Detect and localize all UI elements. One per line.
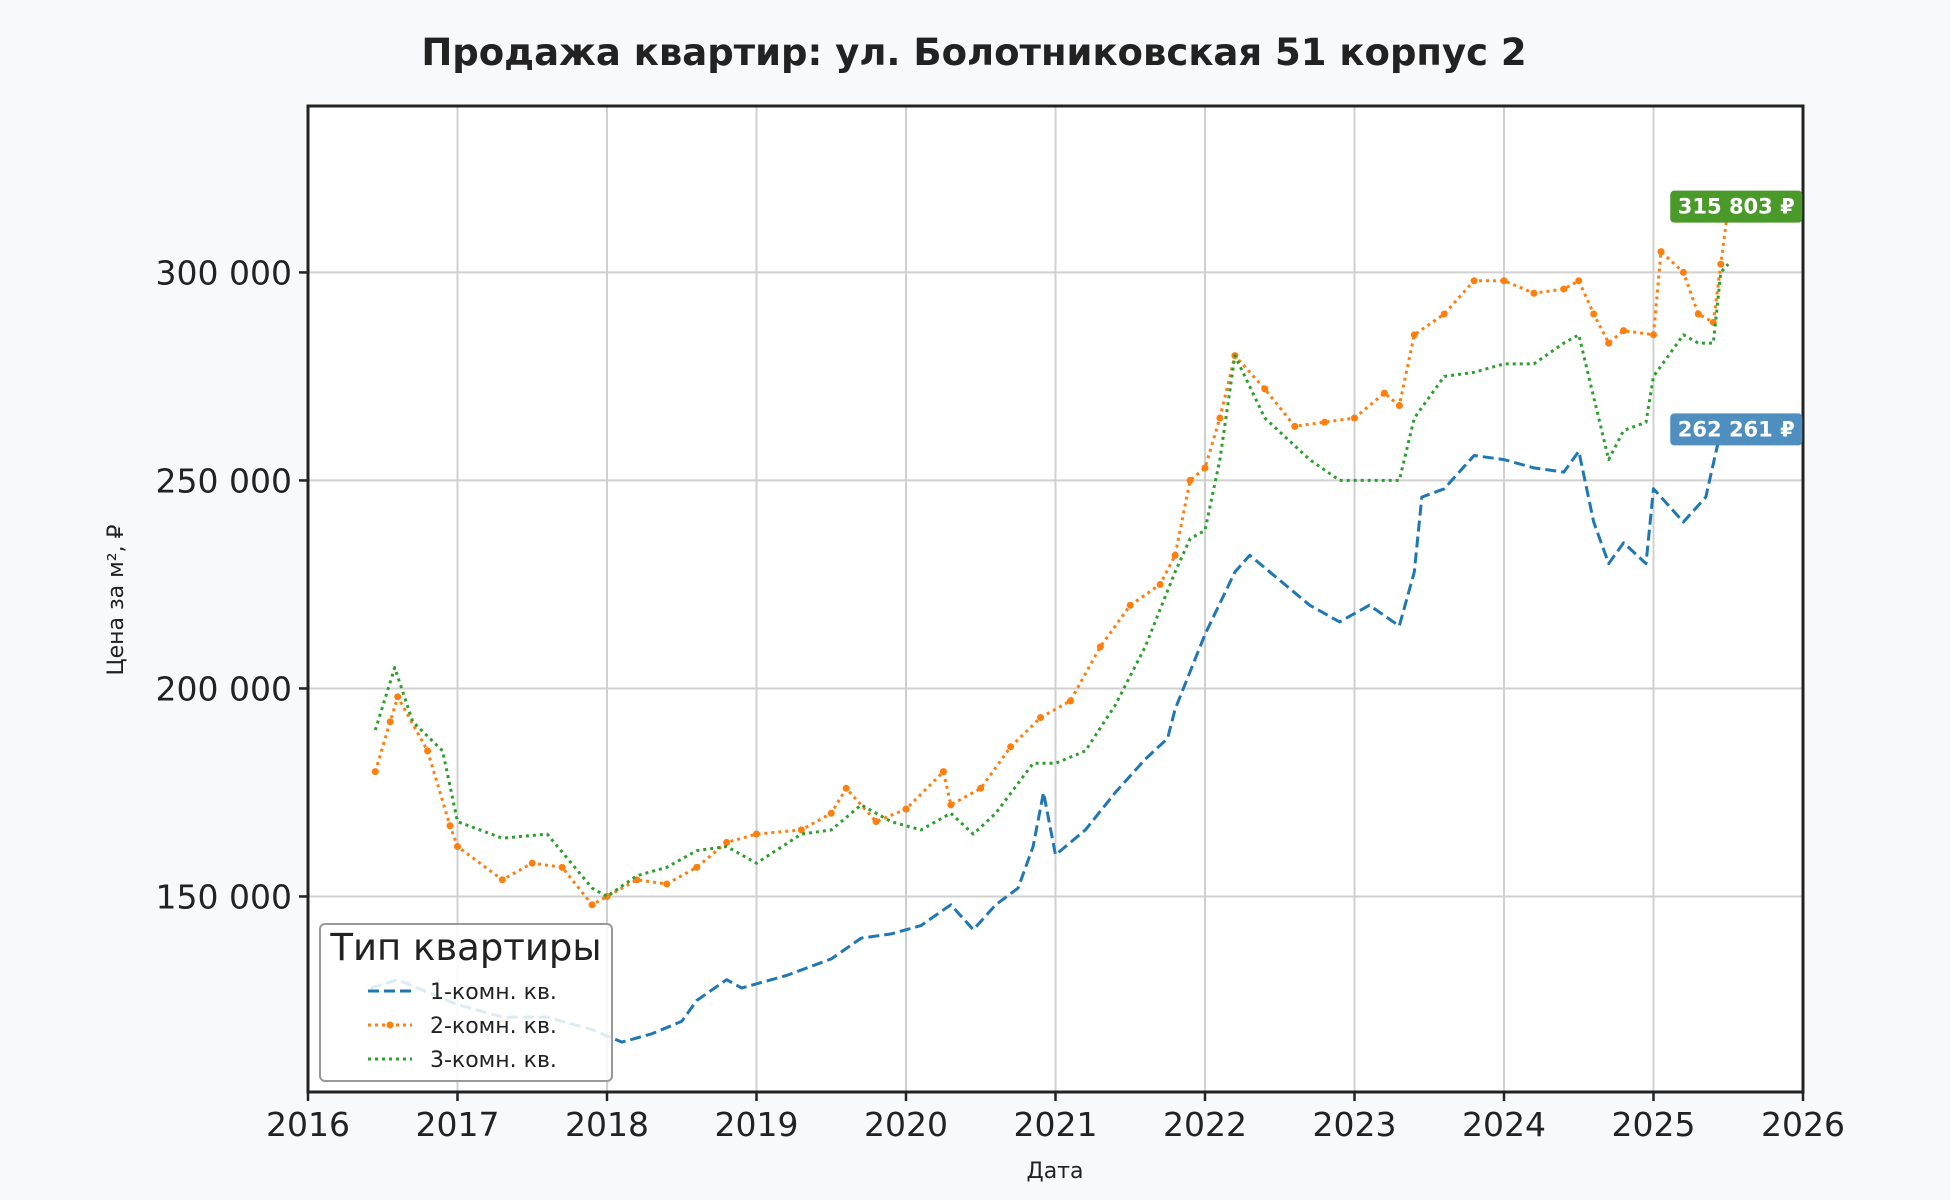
data-point-2-комн-кв — [1717, 260, 1725, 268]
legend-label: 3-комн. кв. — [430, 1048, 557, 1073]
series-line-3-комн-кв — [373, 263, 1730, 898]
data-point-2-комн-кв — [902, 805, 910, 813]
data-point-2-комн-кв — [1380, 389, 1388, 397]
data-point-2-комн-кв — [1470, 277, 1478, 285]
x-tick-label: 2021 — [1014, 1105, 1098, 1144]
data-point-2-комн-кв — [1321, 418, 1329, 426]
value-badge-label: 262 261 ₽ — [1678, 417, 1795, 441]
data-point-2-комн-кв — [1186, 476, 1194, 484]
data-point-2-комн-кв — [386, 718, 394, 726]
data-point-2-комн-кв — [723, 838, 731, 846]
legend-box — [319, 923, 613, 1082]
data-point-2-комн-кв — [1440, 310, 1448, 318]
data-point-2-комн-кв — [1066, 697, 1074, 705]
data-point-2-комн-кв — [977, 784, 985, 792]
x-tick-label: 2018 — [565, 1105, 649, 1144]
data-point-2-комн-кв — [1500, 277, 1508, 285]
data-point-2-комн-кв — [1620, 327, 1628, 335]
data-point-2-комн-кв — [424, 747, 432, 755]
data-point-2-комн-кв — [939, 768, 947, 776]
legend-label: 1-комн. кв. — [430, 980, 557, 1005]
data-point-2-комн-кв — [1560, 285, 1568, 293]
data-point-2-комн-кв — [1007, 743, 1015, 751]
legend-title: Тип квартиры — [329, 926, 601, 969]
data-point-2-комн-кв — [1657, 248, 1665, 256]
x-tick-label: 2022 — [1163, 1105, 1247, 1144]
data-point-2-комн-кв — [1679, 268, 1687, 276]
data-point-2-комн-кв — [872, 818, 880, 826]
data-point-2-комн-кв — [797, 826, 805, 834]
data-point-2-комн-кв — [1216, 414, 1224, 422]
data-point-2-комн-кв — [588, 901, 596, 909]
data-point-2-комн-кв — [1530, 289, 1538, 297]
value-badge — [1670, 413, 1803, 446]
data-point-2-комн-кв — [1650, 331, 1657, 339]
data-point-2-комн-кв — [446, 822, 454, 830]
data-point-2-комн-кв — [1410, 331, 1418, 339]
x-axis: 2016 2017 2018 2019 2020 2021 2022 2023 2024 2025… — [266, 1092, 1845, 1144]
chart-title: Продажа квартир: ул. Болотниковская 51 к… — [421, 31, 1526, 74]
data-point-2-комн-кв — [827, 809, 835, 817]
data-point-2-комн-кв — [1261, 385, 1269, 393]
data-point-2-комн-кв — [663, 880, 671, 888]
x-axis-label: Дата — [1027, 1159, 1084, 1184]
data-point-2-комн-кв — [1575, 277, 1583, 285]
x-tick-label: 2025 — [1612, 1105, 1696, 1144]
data-point-2-комн-кв — [498, 876, 506, 884]
x-tick-label: 2024 — [1462, 1105, 1546, 1144]
value-badge-label: 315 803 ₽ — [1678, 195, 1795, 219]
x-tick-label: 2016 — [266, 1105, 350, 1144]
value-badge — [1670, 190, 1803, 223]
y-axis-label: Цена за м², ₽ — [104, 524, 129, 675]
legend-items: 1-комн. кв. 2-комн. кв. 3-комн. кв. — [368, 980, 557, 1073]
data-point-2-комн-кв — [1351, 414, 1358, 422]
x-tick-label: 2023 — [1313, 1105, 1397, 1144]
y-tick-label: 150 000 — [156, 877, 292, 916]
legend-swatch-marker — [386, 1021, 394, 1029]
data-point-2-комн-кв — [1694, 310, 1702, 318]
x-tick-label: 2026 — [1761, 1105, 1845, 1144]
data-point-2-комн-кв — [1126, 601, 1134, 609]
x-tick-label: 2019 — [715, 1105, 799, 1144]
y-tick-label: 300 000 — [156, 253, 292, 292]
data-point-2-комн-кв — [1171, 551, 1179, 559]
legend-label: 2-комн. кв. — [430, 1014, 557, 1039]
x-tick-label: 2020 — [864, 1105, 948, 1144]
data-point-2-комн-кв — [1590, 310, 1598, 318]
series-layer — [370, 203, 1732, 1044]
y-axis: 150 000 200 000 250 000 300 000 — [156, 253, 308, 916]
y-tick-label: 200 000 — [156, 669, 292, 708]
data-point-2-комн-кв — [947, 801, 955, 809]
data-point-2-комн-кв — [1037, 714, 1045, 722]
data-point-2-комн-кв — [842, 784, 850, 792]
data-point-2-комн-кв — [693, 863, 701, 871]
data-point-2-комн-кв — [1395, 402, 1403, 410]
y-tick-label: 250 000 — [156, 461, 292, 500]
data-point-2-комн-кв — [371, 768, 379, 776]
data-point-2-комн-кв — [1156, 580, 1164, 588]
data-point-2-комн-кв — [394, 693, 402, 701]
data-point-2-комн-кв — [753, 830, 760, 838]
annotations: 315 803 ₽ 262 261 ₽ — [1670, 190, 1803, 446]
data-point-2-комн-кв — [528, 859, 536, 867]
data-point-2-комн-кв — [1096, 643, 1104, 651]
data-point-2-комн-кв — [454, 843, 461, 851]
x-tick-label: 2017 — [416, 1105, 500, 1144]
legend: Тип квартиры 1-комн. кв. 2-комн. кв. 3-ком… — [319, 923, 613, 1082]
data-point-2-комн-кв — [1605, 339, 1613, 347]
series-line-1-комн-кв — [370, 427, 1729, 1044]
data-point-2-комн-кв — [558, 863, 566, 871]
data-point-2-комн-кв — [1291, 422, 1299, 430]
data-point-2-комн-кв — [1201, 464, 1209, 472]
